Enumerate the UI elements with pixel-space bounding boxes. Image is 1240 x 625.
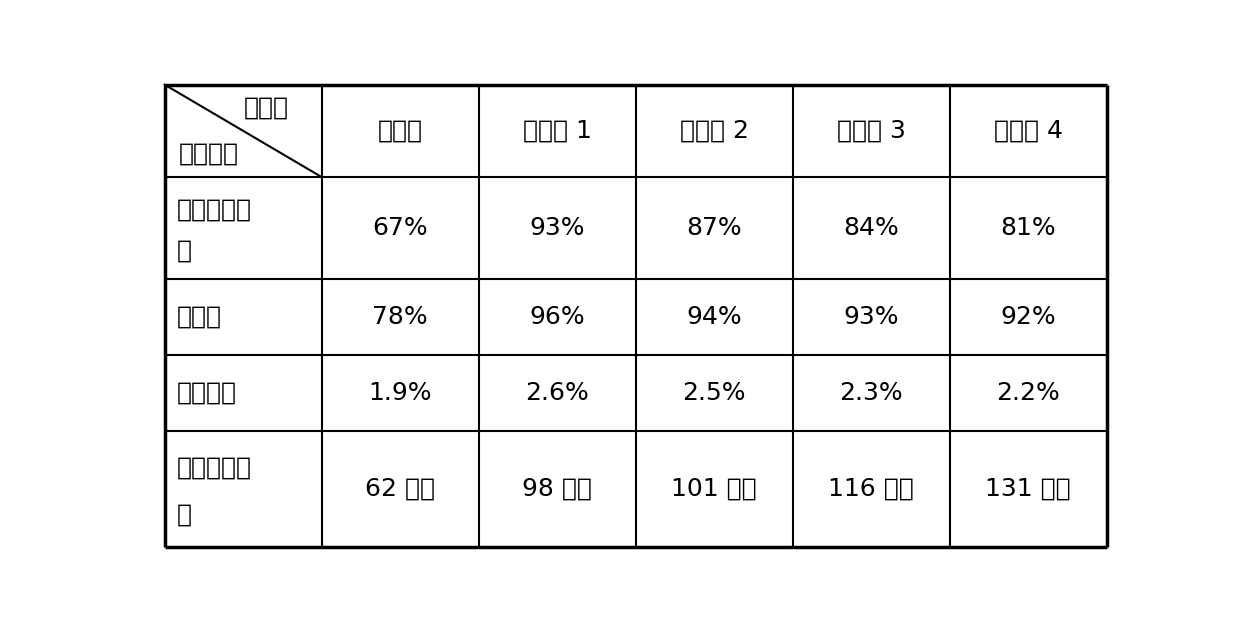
Text: 62 小时: 62 小时 [365,477,435,501]
Bar [479,431,636,547]
Bar [636,177,792,279]
Bar [792,431,950,547]
Bar [636,279,792,355]
Text: 对比例: 对比例 [378,119,423,143]
Text: 131 小时: 131 小时 [986,477,1071,501]
Bar [321,177,479,279]
Bar [792,177,950,279]
Text: 实施例: 实施例 [244,96,289,120]
Bar [950,431,1106,547]
Bar [636,431,792,547]
Bar [950,279,1106,355]
Bar [165,84,321,177]
Text: 实施例 2: 实施例 2 [680,119,749,143]
Text: 93%: 93% [843,305,899,329]
Text: 92%: 92% [1001,305,1056,329]
Text: 间: 间 [177,503,192,526]
Text: 101 小时: 101 小时 [671,477,756,501]
Text: 2.5%: 2.5% [682,381,745,405]
Bar [479,355,636,431]
Text: 实施例 1: 实施例 1 [522,119,591,143]
Text: 2.2%: 2.2% [996,381,1060,405]
Text: 93%: 93% [529,216,585,240]
Text: 鐵盐含量: 鐵盐含量 [177,381,237,405]
Text: 有机物分解: 有机物分解 [177,198,252,221]
Text: 实施例 3: 实施例 3 [837,119,905,143]
Bar [636,84,792,177]
Bar [950,177,1106,279]
Text: 98 小时: 98 小时 [522,477,591,501]
Text: 94%: 94% [686,305,742,329]
Bar [321,431,479,547]
Bar [479,84,636,177]
Text: 81%: 81% [1001,216,1056,240]
Bar [165,431,321,547]
Text: 84%: 84% [843,216,899,240]
Bar [321,84,479,177]
Text: 率: 率 [177,238,192,262]
Bar [165,177,321,279]
Text: 87%: 87% [686,216,742,240]
Bar [165,279,321,355]
Text: 性能项目: 性能项目 [179,142,238,166]
Bar [636,355,792,431]
Bar [321,279,479,355]
Bar [792,84,950,177]
Bar [792,279,950,355]
Text: 116 小时: 116 小时 [828,477,914,501]
Text: 2.3%: 2.3% [839,381,903,405]
Text: 除臭率: 除臭率 [177,305,222,329]
Text: 78%: 78% [372,305,428,329]
Text: 2.6%: 2.6% [526,381,589,405]
Bar [479,177,636,279]
Text: 实施例 4: 实施例 4 [993,119,1063,143]
Bar [950,84,1106,177]
Bar [321,355,479,431]
Text: 96%: 96% [529,305,585,329]
Text: 1.9%: 1.9% [368,381,432,405]
Text: 67%: 67% [372,216,428,240]
Bar [950,355,1106,431]
Bar [792,355,950,431]
Bar [165,355,321,431]
Text: 发遵高效时: 发遵高效时 [177,456,252,480]
Bar [479,279,636,355]
